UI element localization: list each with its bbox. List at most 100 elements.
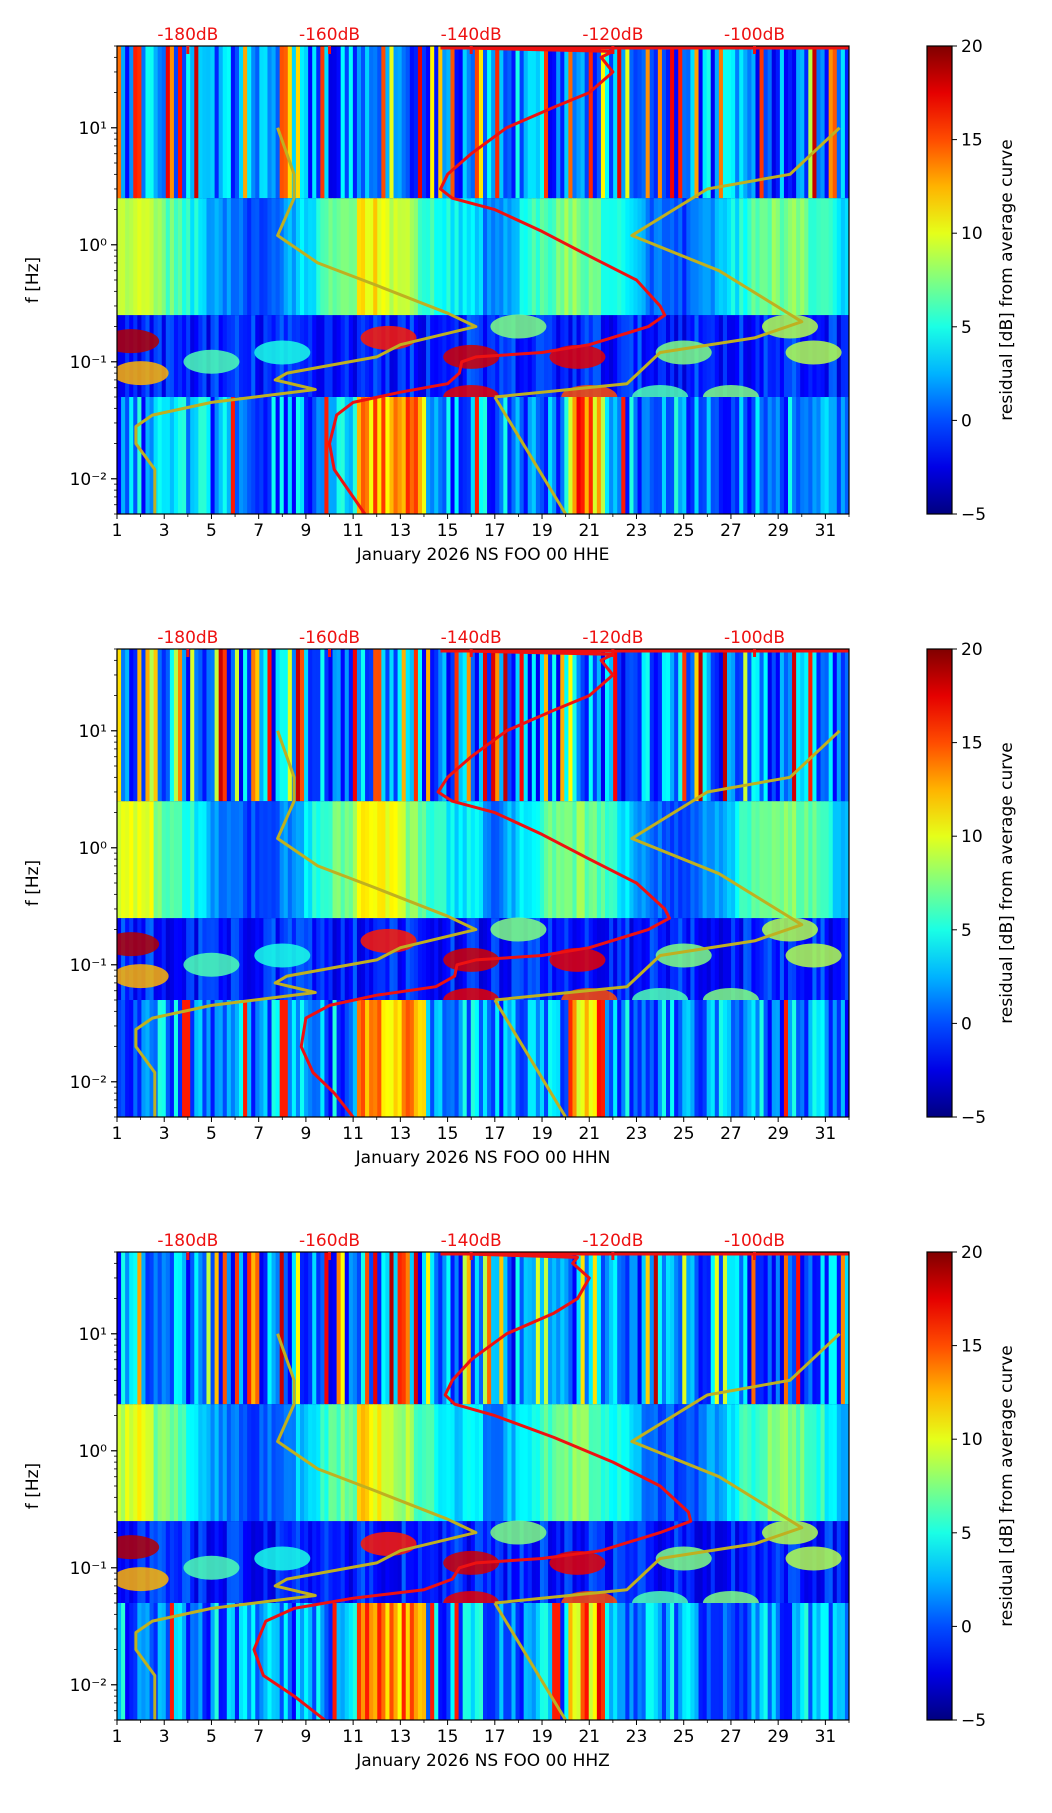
heatmap-cell: [645, 46, 651, 199]
heatmap-cell: [796, 1404, 801, 1522]
heatmap-cell: [328, 1603, 334, 1720]
heatmap-cell: [117, 801, 122, 919]
heatmap-cell: [678, 1252, 683, 1405]
heatmap-cell: [625, 1000, 630, 1117]
heatmap-cell: [633, 397, 639, 514]
x-tick-label: 11: [342, 521, 364, 541]
heatmap-cell: [824, 1252, 830, 1405]
heatmap-cell: [836, 1603, 842, 1720]
heatmap-cell: [718, 315, 724, 397]
heatmap-cell: [129, 649, 134, 802]
heatmap-cell: [832, 801, 838, 919]
heatmap-cell: [361, 1603, 366, 1720]
heatmap-cell: [121, 198, 126, 316]
heatmap-cell: [718, 649, 724, 802]
heatmap-cell: [609, 1252, 614, 1405]
heatmap-cell: [243, 1000, 248, 1117]
heatmap-cell: [243, 1404, 248, 1522]
heatmap-cell: [178, 649, 183, 802]
heatmap-cell: [487, 46, 492, 199]
heatmap-cell: [243, 649, 248, 802]
heatmap-cell: [450, 1252, 456, 1405]
heatmap-cell: [743, 1404, 748, 1522]
heatmap-cell: [434, 801, 439, 919]
heatmap-cell: [243, 1252, 248, 1405]
heatmap-cell: [600, 198, 606, 316]
heatmap-cell: [605, 198, 610, 316]
heatmap-cell: [239, 1603, 244, 1720]
heatmap-cell: [775, 46, 781, 199]
heatmap-cell: [751, 315, 756, 397]
heatmap-cell: [129, 1521, 134, 1603]
heatmap-cell: [153, 198, 159, 316]
heatmap-cell: [446, 1000, 451, 1117]
heatmap-cell: [422, 1000, 427, 1117]
x-tick-label: 23: [626, 1124, 648, 1144]
heatmap-cell: [783, 1000, 789, 1117]
heatmap-cell: [767, 1521, 773, 1603]
heatmap-cell: [247, 1603, 252, 1720]
heatmap-cell: [291, 1252, 297, 1405]
heatmap-cell: [548, 1404, 553, 1522]
heatmap-cell: [304, 397, 309, 514]
heatmap-cell: [722, 397, 728, 514]
heatmap-cell: [739, 1404, 744, 1522]
heatmap-cell: [535, 1404, 541, 1522]
heatmap-cell: [336, 1000, 342, 1117]
series-line-2: [493, 1602, 567, 1720]
heatmap-cell: [771, 1521, 777, 1603]
heatmap-cell: [763, 198, 769, 316]
heatmap-cell: [169, 1252, 175, 1405]
heatmap-cell: [283, 1404, 289, 1522]
heatmap-cell: [670, 397, 675, 514]
heatmap-cell: [722, 1404, 728, 1522]
heatmap-cell: [592, 1603, 598, 1720]
heatmap-cell: [759, 198, 765, 316]
heatmap-cell: [352, 649, 358, 802]
heatmap-cell: [828, 198, 834, 316]
heatmap-cell: [206, 397, 212, 514]
heatmap-cell: [458, 1404, 464, 1522]
heatmap-cell: [706, 198, 712, 316]
heatmap-cell: [389, 1521, 395, 1603]
heatmap-cell: [401, 918, 407, 1000]
heatmap-cell: [393, 46, 399, 199]
heatmap-cell: [234, 649, 240, 802]
x-tick-label: 11: [342, 1124, 364, 1144]
heatmap-cell: [523, 1404, 529, 1522]
heatmap-cell: [727, 1603, 732, 1720]
heatmap-blob: [490, 917, 547, 942]
heatmap-cell: [767, 1000, 773, 1117]
heatmap-cell: [804, 801, 809, 919]
heatmap-cell: [344, 1404, 350, 1522]
heatmap-cell: [645, 1404, 651, 1522]
series-line-0: [328, 46, 667, 514]
heatmap-cell: [605, 397, 610, 514]
heatmap-cell: [637, 1521, 643, 1603]
heatmap-cell: [206, 1603, 212, 1720]
heatmap-cell: [617, 649, 622, 802]
heatmap-cell: [564, 1404, 569, 1522]
heatmap-cell: [409, 918, 415, 1000]
heatmap-cell: [588, 1252, 594, 1405]
heatmap-cell: [844, 1521, 849, 1603]
heatmap-cell: [417, 198, 423, 316]
heatmap-cell: [369, 649, 374, 802]
heatmap-cell: [230, 46, 236, 199]
heatmap-cell: [609, 649, 614, 802]
heatmap-cell: [247, 918, 252, 1000]
heatmap-cell: [352, 1521, 358, 1603]
heatmap-cell: [446, 801, 451, 919]
heatmap-cell: [808, 1000, 813, 1117]
heatmap-cell: [840, 1521, 846, 1603]
heatmap-cell: [759, 1404, 765, 1522]
heatmap-cell: [271, 1404, 277, 1522]
heatmap-cell: [446, 1404, 451, 1522]
x-tick-label: 15: [437, 521, 459, 541]
heatmap-cell: [161, 1000, 167, 1117]
heatmap-cell: [771, 397, 777, 514]
heatmap-cell: [661, 1000, 667, 1117]
heatmap-cell: [234, 46, 240, 199]
heatmap-cell: [348, 801, 354, 919]
heatmap-cell: [328, 918, 334, 1000]
